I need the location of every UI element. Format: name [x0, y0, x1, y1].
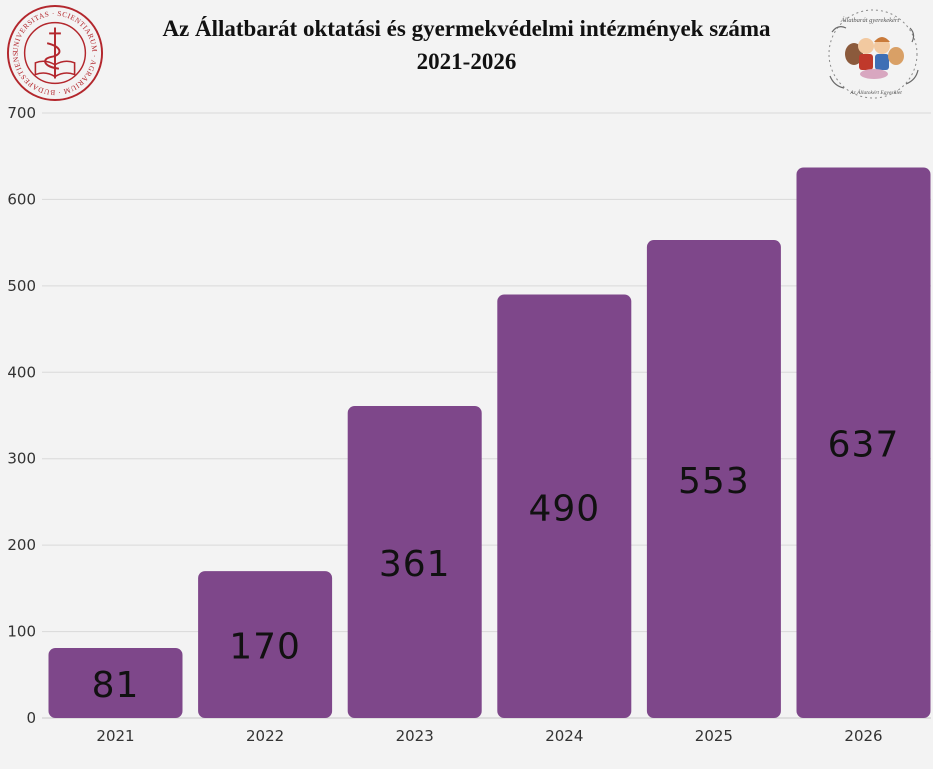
x-tick-label: 2023 — [396, 727, 434, 745]
bar-2026 — [796, 167, 931, 718]
university-seal-icon: UNIVERSITAS · SCIENTIARUM · AGRARIUM · B… — [6, 4, 104, 102]
data-label-2021: 81 — [92, 665, 140, 706]
x-tick-label: 2022 — [246, 727, 284, 745]
animal-friendly-kids-badge-icon: Állatbarát gyerekekért Az Állatokért Egy… — [828, 9, 919, 99]
x-tick-label: 2021 — [96, 727, 134, 745]
bar-2021 — [48, 647, 183, 718]
y-tick-label: 700 — [7, 104, 36, 122]
badge-text-bottom: Az Állatokért Egyesület — [849, 88, 902, 96]
y-tick-label: 200 — [7, 536, 36, 554]
x-tick-label: 2026 — [844, 727, 882, 745]
data-label-2025: 553 — [678, 461, 750, 502]
bar-2025 — [646, 240, 781, 719]
bar-2022 — [198, 571, 333, 718]
data-label-2026: 637 — [828, 425, 900, 466]
grid — [42, 112, 931, 719]
badge-text-top: Állatbarát gyerekekért — [840, 16, 900, 24]
x-tick-label: 2025 — [695, 727, 733, 745]
x-tick-label: 2024 — [545, 727, 583, 745]
bars: 81 170 361 490 553 637 — [48, 167, 931, 719]
y-axis: 0 100 200 300 400 500 600 700 — [7, 104, 36, 727]
x-axis: 2021 2022 2023 2024 2025 2026 — [96, 727, 882, 745]
data-label-2023: 361 — [379, 544, 451, 585]
chart-title: Az Állatbarát oktatási és gyermekvédelmi… — [110, 12, 823, 78]
bar-2024 — [497, 294, 632, 718]
chart-title-line1: Az Állatbarát oktatási és gyermekvédelmi… — [162, 16, 771, 41]
y-tick-label: 500 — [7, 277, 36, 295]
y-tick-label: 300 — [7, 450, 36, 468]
y-tick-label: 0 — [26, 709, 36, 727]
y-tick-label: 600 — [7, 190, 36, 208]
data-label-2022: 170 — [229, 627, 301, 668]
data-label-2024: 490 — [528, 488, 600, 529]
y-tick-label: 400 — [7, 363, 36, 381]
y-tick-label: 100 — [7, 623, 36, 641]
bar-2023 — [347, 405, 482, 718]
chart-title-line2: 2021-2026 — [416, 49, 517, 74]
